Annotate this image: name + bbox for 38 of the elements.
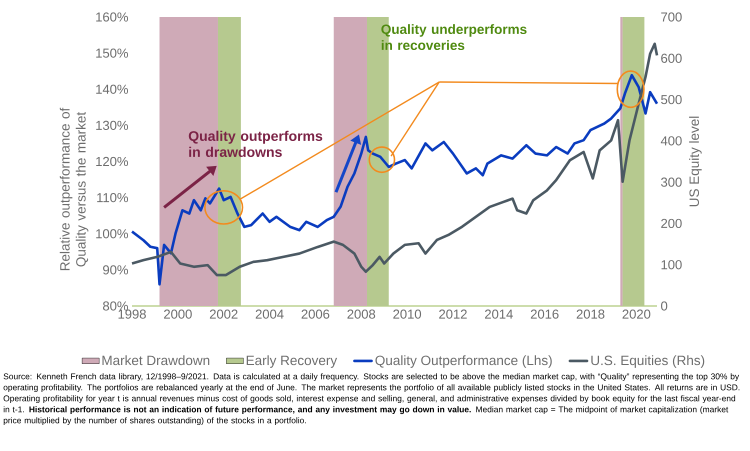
text: Source: Kenneth French data library, 12/1998–9/2021. Data is calculated at a daily frequency. Stocks are selected to be above the median market cap, with “Quality” representing the top 30% by operating profitability. The portfolios are rebalanced yearly at the end of June. The market represents the portfolio of all available publicly listed stocks in the United States. All returns are in USD. Operating profitability for year t is annual revenues minus cost of goods sold, interest expense and selling, general, and administrative expenses divided by book equity for the last fiscal year-end in t-1. Historical performance is not an indication of future performance, and any investment may go down in value. Median market cap = The midpoint of market capitalization (market price multiplied by the number of shares outstanding) of the stocks in a portfolio. xyxy=(4,373,740,426)
legend-label: U.S. Equities (Rhs) xyxy=(591,355,704,368)
y2-tick-label: 200 xyxy=(661,218,682,228)
y-tick-label: 150% xyxy=(96,48,128,58)
y-tick-label: 140% xyxy=(96,84,128,94)
y2-tick-label: 700 xyxy=(661,12,682,22)
x-tick-label: 2012 xyxy=(439,310,467,319)
y2-tick-label: 300 xyxy=(661,178,682,187)
x-tick-label: 2006 xyxy=(302,310,330,319)
x-tick-label: 2002 xyxy=(210,310,238,319)
legend-label: Early Recovery xyxy=(246,355,338,368)
y2-tick-label: 100 xyxy=(662,260,682,270)
x-tick-label: 2020 xyxy=(622,310,650,319)
y2-axis-title: US Equity level xyxy=(689,116,702,206)
y2-tick-label: 600 xyxy=(661,54,682,63)
legend-label: Market Drawdown xyxy=(102,355,210,366)
y-tick-label: 90% xyxy=(103,265,128,274)
y-tick-label: 120% xyxy=(96,156,128,166)
y-tick-label: 100% xyxy=(96,229,128,238)
y-axis-title: Relative outperformance of Quality versus the market xyxy=(60,108,88,270)
x-tick-label: 1998 xyxy=(118,310,146,319)
y2-tick-label: 0 xyxy=(661,301,668,311)
y-tick-label: 110% xyxy=(97,193,128,202)
x-tick-label: 2000 xyxy=(164,310,192,319)
x-tick-label: 2004 xyxy=(256,310,284,319)
x-tick-label: 2018 xyxy=(576,310,604,319)
legend-label: Quality Outperformance (Lhs) xyxy=(375,355,552,368)
y2-tick-label: 400 xyxy=(660,136,682,146)
line-series xyxy=(130,74,658,286)
x-tick-label: 2010 xyxy=(393,310,422,319)
x-tick-label: 2008 xyxy=(347,310,376,319)
y-tick-label: 160% xyxy=(96,12,128,22)
annotation: Quality outperforms in drawdowns xyxy=(188,130,322,158)
y-tick-label: 80% xyxy=(103,301,128,311)
y-tick-label: 130% xyxy=(96,120,128,130)
y2-tick-label: 500 xyxy=(661,94,682,104)
x-tick-label: 2016 xyxy=(530,310,559,319)
x-tick-label: 2014 xyxy=(485,310,513,319)
